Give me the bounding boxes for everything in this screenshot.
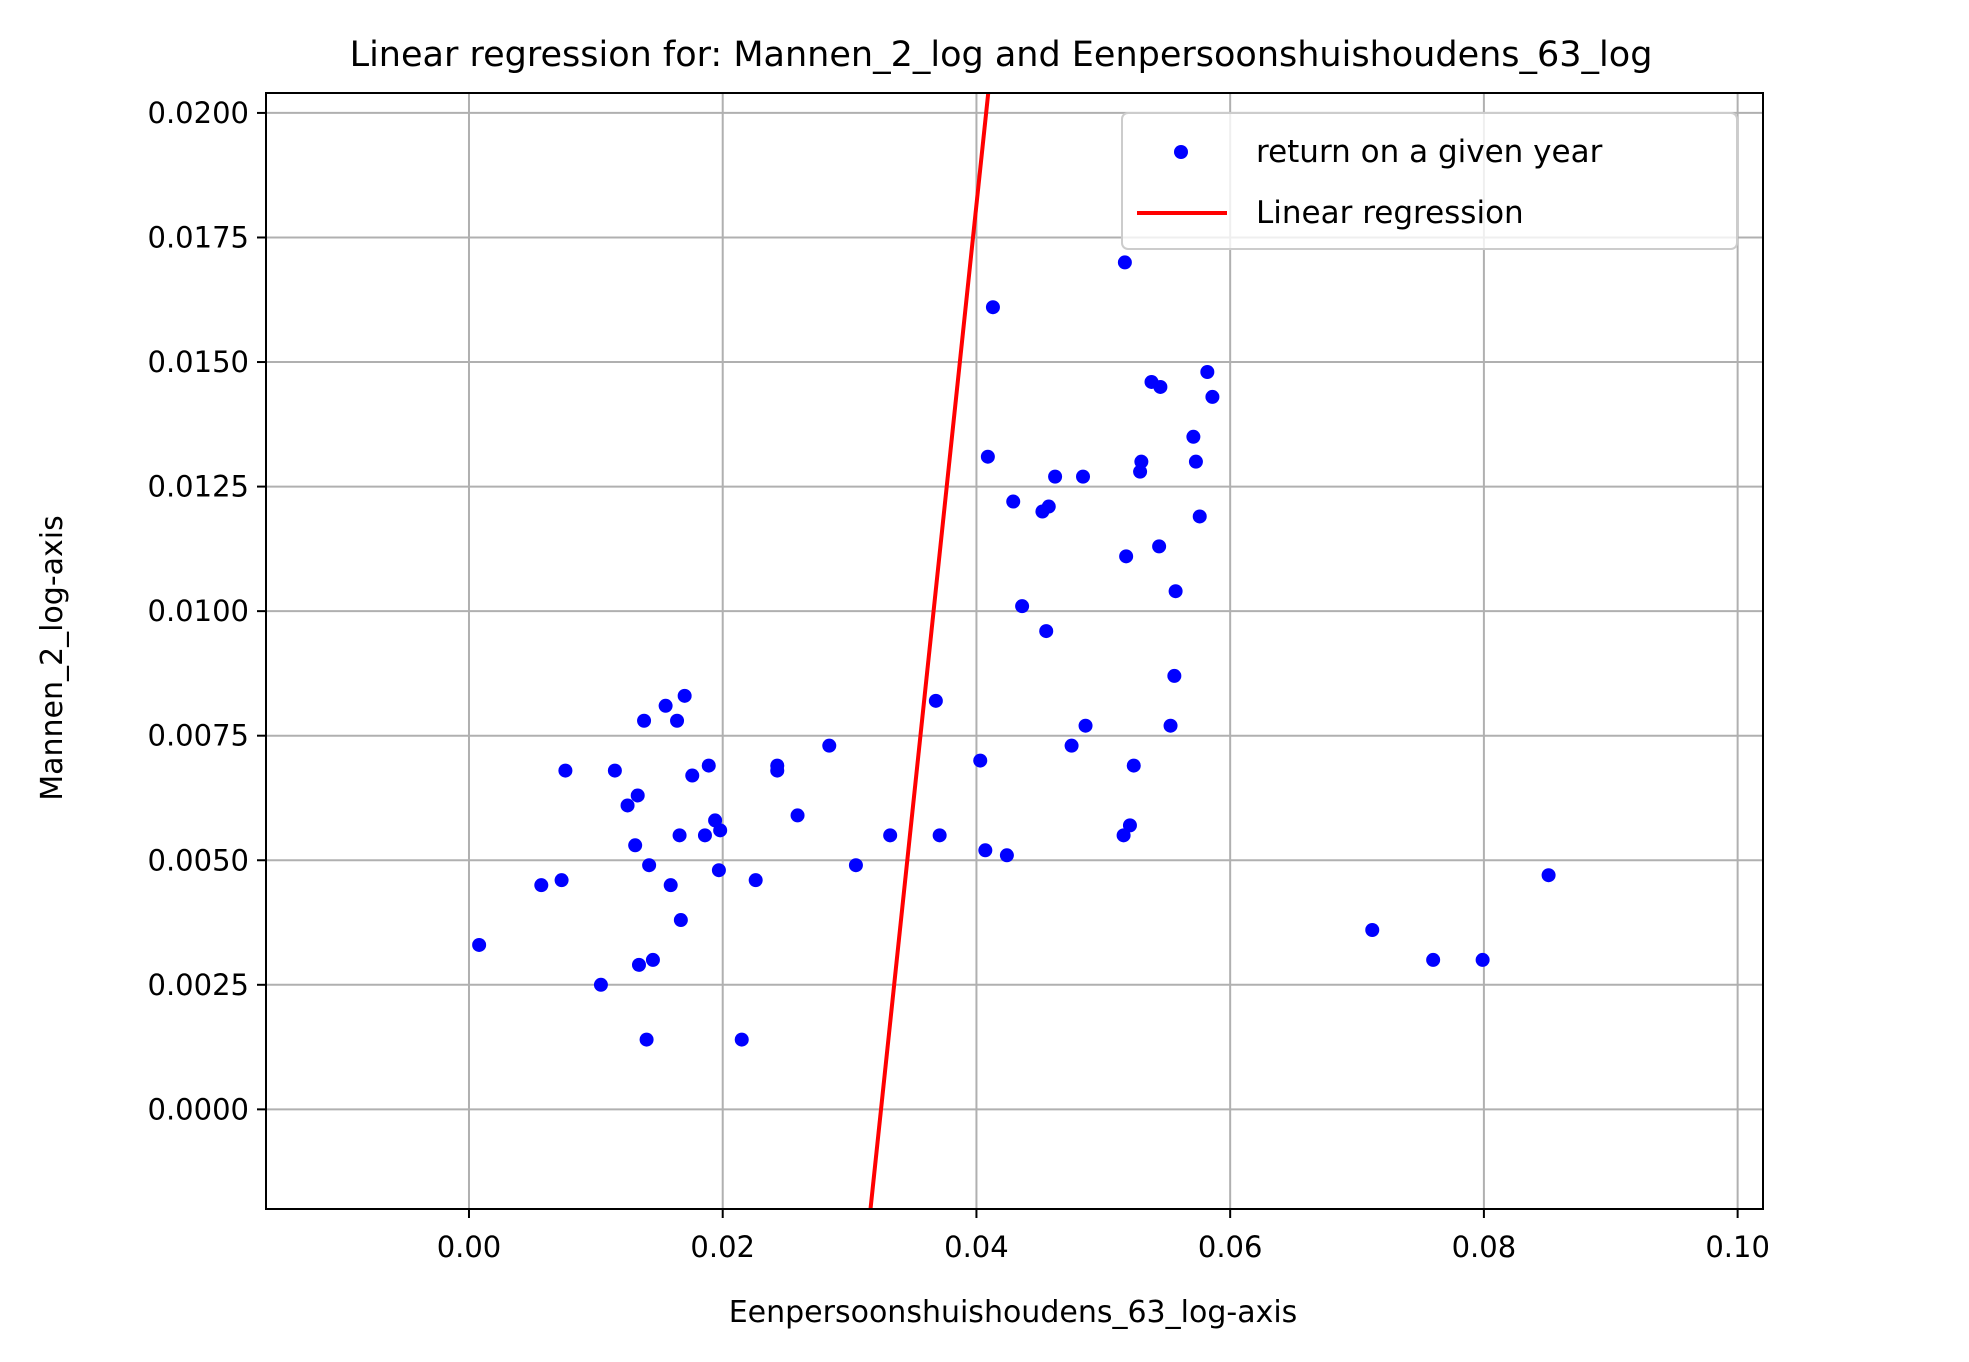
- y-tick-label: 0.0150: [148, 345, 249, 379]
- x-tick-label: 0.08: [1452, 1230, 1517, 1264]
- x-tick-label: 0.02: [690, 1230, 755, 1264]
- legend-label-regression: Linear regression: [1256, 195, 1524, 231]
- data-point: [748, 873, 763, 888]
- data-point: [770, 763, 785, 778]
- data-point: [631, 957, 646, 972]
- axis-ticks: 0.00 0.02 0.04 0.06 0.08 0.10 0.0000 0.0025 0.00…: [148, 96, 1770, 1264]
- data-point: [1192, 509, 1207, 524]
- data-point: [1076, 469, 1091, 484]
- data-point: [1078, 718, 1093, 733]
- x-tick-label: 0.00: [437, 1230, 502, 1264]
- y-tick-label: 0.0000: [148, 1092, 249, 1126]
- data-point: [711, 863, 726, 878]
- y-tick-label: 0.0175: [148, 220, 249, 254]
- data-point: [1163, 718, 1178, 733]
- plot-area: [472, 93, 1556, 1209]
- data-point: [701, 758, 716, 773]
- data-point: [1168, 584, 1183, 599]
- data-point: [472, 937, 487, 952]
- data-point: [630, 788, 645, 803]
- x-tick-label: 0.04: [944, 1230, 1009, 1264]
- data-point: [672, 828, 687, 843]
- legend-marker-points: [1174, 145, 1188, 159]
- legend: return on a given year Linear regression: [1121, 112, 1738, 250]
- plot-frame: [265, 92, 1764, 1210]
- data-point: [973, 753, 988, 768]
- data-point: [932, 828, 947, 843]
- data-point: [673, 913, 688, 928]
- data-point: [822, 738, 837, 753]
- x-tick-label: 0.10: [1705, 1230, 1770, 1264]
- data-point: [1126, 758, 1141, 773]
- data-point: [697, 828, 712, 843]
- data-point: [1167, 668, 1182, 683]
- data-point: [883, 828, 898, 843]
- data-point: [1541, 868, 1556, 883]
- data-point: [1153, 379, 1168, 394]
- data-point: [1122, 818, 1137, 833]
- regression-line: [868, 93, 991, 1209]
- data-point: [554, 873, 569, 888]
- chart-title: Linear regression for: Mannen_2_log and …: [350, 35, 1653, 75]
- data-point: [980, 449, 995, 464]
- data-point: [999, 848, 1014, 863]
- data-point: [1188, 454, 1203, 469]
- data-point: [628, 838, 643, 853]
- data-point: [670, 713, 685, 728]
- data-point: [713, 823, 728, 838]
- data-point: [1134, 454, 1149, 469]
- data-point: [734, 1032, 749, 1047]
- data-point: [985, 300, 1000, 315]
- data-point: [848, 858, 863, 873]
- y-tick-label: 0.0075: [148, 719, 249, 753]
- data-point: [1475, 952, 1490, 967]
- data-point: [1152, 539, 1167, 554]
- data-point: [1426, 952, 1441, 967]
- data-point: [1064, 738, 1079, 753]
- grid-lines: [266, 93, 1763, 1209]
- y-tick-label: 0.0125: [148, 470, 249, 504]
- data-point: [1117, 255, 1132, 270]
- plot-marks: [472, 93, 1556, 1209]
- data-point: [1015, 599, 1030, 614]
- data-point: [663, 878, 678, 893]
- data-point: [1039, 624, 1054, 639]
- data-point: [978, 843, 993, 858]
- legend-box: [1121, 112, 1738, 250]
- data-point: [637, 713, 652, 728]
- y-tick-label: 0.0025: [148, 968, 249, 1002]
- legend-label-points: return on a given year: [1256, 134, 1603, 170]
- data-point: [1186, 429, 1201, 444]
- data-point: [645, 952, 660, 967]
- data-point: [1205, 389, 1220, 404]
- data-point: [677, 688, 692, 703]
- data-point: [1048, 469, 1063, 484]
- data-point: [620, 798, 635, 813]
- x-tick-label: 0.06: [1198, 1230, 1263, 1264]
- data-point: [607, 763, 622, 778]
- x-axis-label: Eenpersoonshuishoudens_63_log-axis: [729, 1295, 1298, 1330]
- data-point: [1200, 365, 1215, 379]
- y-tick-label: 0.0200: [148, 96, 249, 130]
- y-tick-label: 0.0050: [148, 843, 249, 877]
- data-point: [1116, 828, 1131, 843]
- data-point: [639, 1032, 654, 1047]
- data-point: [1006, 494, 1021, 509]
- y-tick-label: 0.0100: [148, 594, 249, 628]
- data-point: [1041, 499, 1056, 514]
- data-point: [685, 768, 700, 783]
- data-point: [642, 858, 657, 873]
- y-axis-label: Mannen_2_log-axis: [35, 515, 70, 801]
- data-point: [790, 808, 805, 823]
- data-point: [658, 698, 673, 713]
- data-point: [558, 763, 573, 778]
- data-point: [593, 977, 608, 992]
- data-point: [534, 878, 549, 893]
- data-point: [928, 693, 943, 708]
- data-point: [1119, 549, 1134, 564]
- data-point: [1365, 923, 1380, 937]
